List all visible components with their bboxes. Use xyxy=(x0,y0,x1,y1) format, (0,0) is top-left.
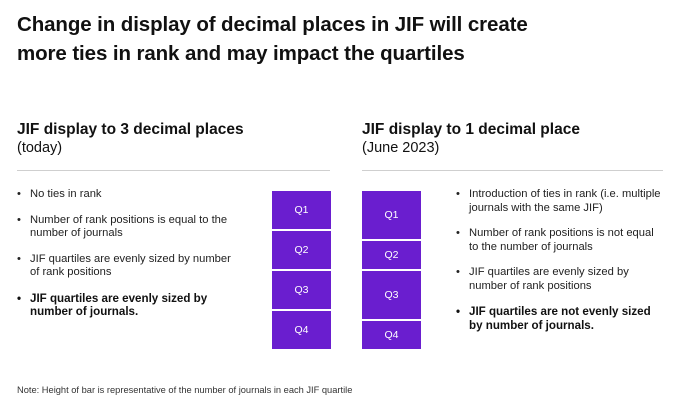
left-column-subheading: (today) xyxy=(17,140,63,156)
quartile-segment-q4: Q4 xyxy=(272,311,331,349)
right-bullet-item: Introduction of ties in rank (i.e. multi… xyxy=(456,188,666,215)
right-column-subheading: (June 2023) xyxy=(362,140,440,156)
quartile-segment-q2: Q2 xyxy=(362,241,421,269)
quartile-segment-q3: Q3 xyxy=(272,271,331,309)
right-bullet-item: Number of rank positions is not equal to… xyxy=(456,227,666,254)
quartile-label: Q4 xyxy=(294,324,309,336)
quartile-bar-1-decimal: Q1 Q2 Q3 Q4 xyxy=(362,191,421,349)
quartile-segment-q1: Q1 xyxy=(362,191,421,239)
quartile-label: Q2 xyxy=(294,244,309,256)
quartile-label: Q4 xyxy=(384,329,399,341)
right-divider xyxy=(362,170,663,171)
quartile-segment-q4: Q4 xyxy=(362,321,421,349)
quartile-segment-q1: Q1 xyxy=(272,191,331,229)
left-bullet-item-emphasis: JIF quartiles are evenly sized by number… xyxy=(17,292,237,319)
quartile-label: Q1 xyxy=(384,209,399,221)
quartile-label: Q2 xyxy=(384,249,399,261)
left-bullet-item: JIF quartiles are evenly sized by number… xyxy=(17,253,237,280)
title-line-2: more ties in rank and may impact the qua… xyxy=(17,42,465,65)
left-divider xyxy=(17,170,330,171)
right-bullet-item: JIF quartiles are evenly sized by number… xyxy=(456,266,666,293)
title-line-1: Change in display of decimal places in J… xyxy=(17,13,528,36)
right-bullet-list: Introduction of ties in rank (i.e. multi… xyxy=(456,188,666,344)
quartile-segment-q2: Q2 xyxy=(272,231,331,269)
left-column-header: JIF display to 3 decimal places (today) xyxy=(17,121,244,157)
right-bullet-item-emphasis: JIF quartiles are not evenly sized by nu… xyxy=(456,305,666,332)
left-column-heading: JIF display to 3 decimal places xyxy=(17,121,244,138)
footnote: Note: Height of bar is representative of… xyxy=(17,385,353,395)
quartile-bar-3-decimals: Q1 Q2 Q3 Q4 xyxy=(272,191,331,349)
quartile-label: Q1 xyxy=(294,204,309,216)
quartile-label: Q3 xyxy=(384,289,399,301)
quartile-segment-q3: Q3 xyxy=(362,271,421,319)
right-column-heading: JIF display to 1 decimal place xyxy=(362,121,580,138)
page-title: Change in display of decimal places in J… xyxy=(17,10,617,68)
right-column-header: JIF display to 1 decimal place (June 202… xyxy=(362,121,580,157)
quartile-label: Q3 xyxy=(294,284,309,296)
left-bullet-item: Number of rank positions is equal to the… xyxy=(17,214,237,241)
left-bullet-item: No ties in rank xyxy=(17,188,237,202)
left-bullet-list: No ties in rank Number of rank positions… xyxy=(17,188,237,331)
